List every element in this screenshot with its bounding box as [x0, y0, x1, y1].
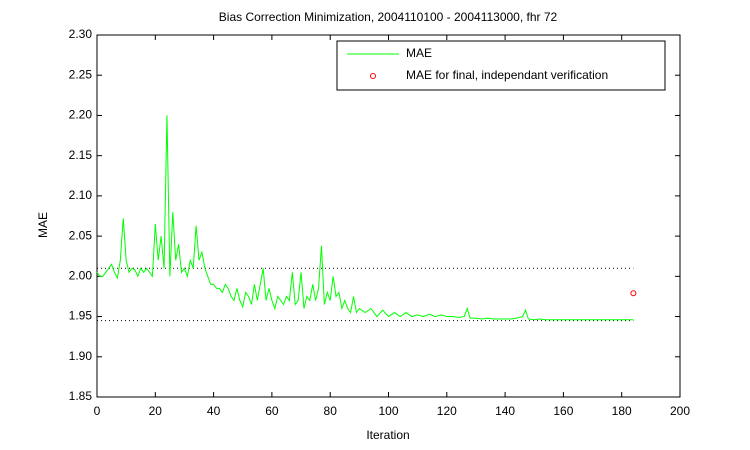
- y-tick-label: 1.90: [69, 349, 93, 363]
- y-tick-label: 2.10: [69, 188, 93, 202]
- x-tick-label: 160: [553, 404, 573, 418]
- x-tick-label: 180: [612, 404, 632, 418]
- x-tick-label: 40: [207, 404, 221, 418]
- y-tick-label: 2.15: [69, 148, 93, 162]
- point: [630, 290, 637, 297]
- legend-label: MAE: [406, 46, 432, 60]
- x-tick-label: 60: [265, 404, 279, 418]
- x-tick-label: 80: [324, 404, 338, 418]
- x-tick-label: 140: [495, 404, 515, 418]
- series-line: [96, 115, 634, 321]
- legend-marker: [370, 73, 376, 79]
- chart-title: Bias Correction Minimization, 2004110100…: [219, 10, 558, 24]
- y-tick-label: 2.30: [69, 27, 93, 41]
- y-tick-label: 2.25: [69, 67, 93, 81]
- y-tick-label: 2.05: [69, 228, 93, 242]
- x-tick-label: 200: [670, 404, 690, 418]
- y-tick-label: 2.20: [69, 108, 93, 122]
- x-axis-label: Iteration: [366, 428, 409, 442]
- legend-label: MAE for final, independant verification: [406, 68, 608, 82]
- x-tick-label: 0: [94, 404, 101, 418]
- y-axis-label: MAE: [36, 212, 50, 238]
- y-tick-label: 2.00: [69, 269, 93, 283]
- x-tick-label: 20: [149, 404, 163, 418]
- x-tick-label: 100: [378, 404, 398, 418]
- legend-box: [336, 40, 666, 91]
- y-tick-label: 1.95: [69, 309, 93, 323]
- x-tick-label: 120: [437, 404, 457, 418]
- y-tick-label: 1.85: [69, 389, 93, 403]
